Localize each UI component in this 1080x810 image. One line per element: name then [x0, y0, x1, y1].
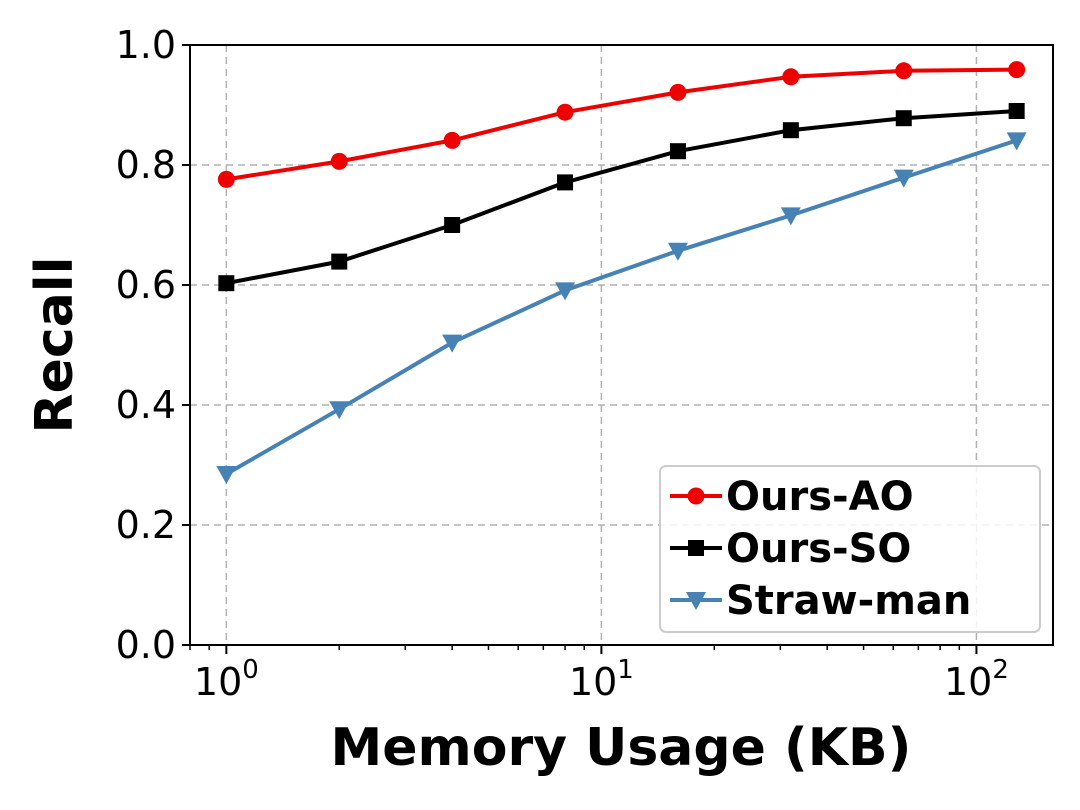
data-point-ours-ao [443, 131, 461, 149]
data-point-ours-so [1008, 103, 1025, 119]
data-point-ours-ao [782, 68, 800, 86]
x-tick-label: 102 [944, 655, 1009, 704]
x-tick-base: 10 [569, 660, 617, 704]
data-point-ours-ao [669, 83, 687, 101]
x-tick-exponent: 2 [992, 655, 1009, 685]
data-point-ours-ao [330, 152, 348, 170]
legend-label-ours-so: Ours-SO [726, 526, 911, 572]
data-point-straw-man [216, 466, 237, 484]
legend-label-ours-ao: Ours-AO [726, 474, 914, 520]
series-straw-man [216, 132, 1027, 484]
grid-layer [190, 45, 1053, 645]
data-point-straw-man [893, 169, 914, 188]
data-point-ours-ao [895, 62, 913, 80]
x-tick-label: 101 [569, 655, 634, 704]
x-tick-base: 10 [944, 660, 992, 704]
x-tick-exponent: 0 [242, 655, 259, 685]
legend-marker-ours-ao [687, 487, 705, 505]
legend-box [659, 465, 1041, 633]
data-point-ours-so [218, 275, 235, 292]
data-point-straw-man [329, 401, 350, 420]
x-axis-title: Memory Usage (KB) [331, 718, 912, 778]
legend-marker-ours-so [688, 540, 704, 556]
legend-item-ours-ao: Ours-AO [670, 474, 914, 520]
plot-frame [189, 44, 1054, 646]
legend-item-ours-so: Ours-SO [670, 526, 911, 572]
data-point-straw-man [780, 207, 801, 226]
x-tick-base: 10 [194, 660, 242, 704]
data-point-ours-ao [217, 170, 235, 188]
y-tick-label: 0.6 [116, 263, 176, 307]
series-line-ours-so [224, 109, 1019, 286]
data-point-straw-man [442, 334, 463, 353]
y-tick-label: 1.0 [116, 23, 176, 67]
data-point-ours-so [782, 122, 799, 139]
data-point-ours-ao [1008, 61, 1026, 79]
series-line-ours-ao [224, 67, 1019, 182]
legend: Ours-AO Ours-SO Straw-man [659, 465, 1041, 633]
y-tick-label: 0.4 [116, 383, 176, 427]
data-point-ours-so [331, 253, 348, 270]
series-line-straw-man [224, 138, 1019, 476]
data-point-straw-man [1006, 132, 1027, 151]
series-ours-ao [217, 61, 1026, 188]
series-layer [216, 61, 1027, 484]
data-point-ours-so [669, 143, 686, 160]
legend-marker-straw-man [686, 592, 706, 610]
series-ours-so [218, 103, 1025, 292]
y-tick-label: 0.0 [116, 623, 176, 667]
data-point-ours-so [895, 110, 912, 127]
data-point-ours-ao [556, 103, 574, 121]
x-tick-exponent: 1 [617, 655, 634, 685]
y-tick-label: 0.2 [116, 503, 176, 547]
x-tick-label: 100 [194, 655, 259, 704]
y-axis-title: Recall [25, 257, 85, 434]
data-point-straw-man [555, 282, 576, 301]
data-point-ours-so [557, 174, 574, 191]
legend-item-straw-man: Straw-man [670, 578, 971, 624]
legend-label-straw-man: Straw-man [726, 578, 971, 624]
y-tick-label: 0.8 [116, 143, 176, 187]
data-point-ours-so [444, 217, 461, 233]
data-point-straw-man [667, 242, 688, 261]
